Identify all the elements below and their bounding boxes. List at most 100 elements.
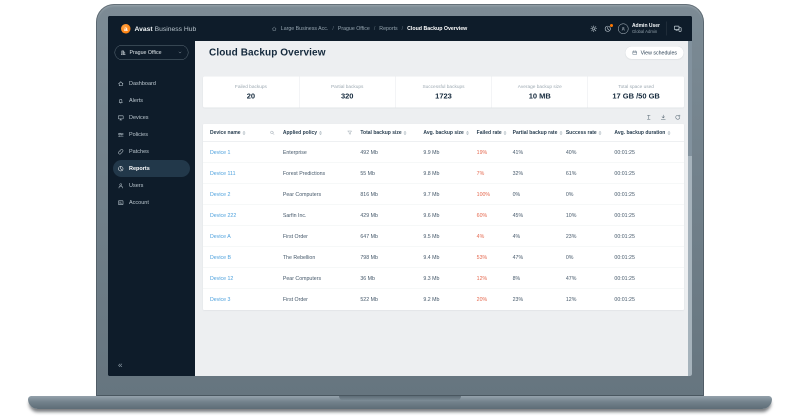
sort-icon — [559, 130, 563, 135]
column-header-applied-policy[interactable]: Applied policy — [283, 130, 361, 136]
breadcrumb-item[interactable]: Prague Office — [337, 25, 370, 32]
notifications-button[interactable] — [604, 23, 613, 33]
laptop-screen: a Avast Business Hub Large Business Acc. /… — [108, 16, 692, 376]
laptop-screen-bezel: a Avast Business Hub Large Business Acc. /… — [96, 4, 704, 396]
cell-success: 0% — [565, 191, 574, 198]
sidebar-item-users[interactable]: Users — [113, 177, 190, 194]
stat-successful-backups: Successful backups 1723 — [396, 76, 492, 108]
cell-failed: 100% — [476, 191, 491, 198]
cell-duration: 00:01:25 — [614, 254, 635, 261]
sidebar-item-label: Alerts — [129, 97, 144, 104]
column-header-success-rate[interactable]: Success rate — [566, 130, 615, 136]
sliders-icon — [118, 131, 125, 138]
avast-logo-letter: a — [123, 24, 128, 33]
sidebar-item-account[interactable]: Account — [113, 194, 190, 211]
cell-device[interactable]: Device 3 — [210, 296, 231, 303]
stat-label: Partial backups — [330, 83, 364, 90]
column-label: Avg. backup duration — [614, 130, 666, 136]
org-selector[interactable]: Prague Office — [114, 45, 189, 60]
column-header-avg-backup-size[interactable]: Avg. backup size — [423, 130, 476, 136]
column-label: Device name — [210, 130, 241, 136]
top-bar: a Avast Business Hub Large Business Acc. /… — [108, 16, 692, 41]
column-settings-button[interactable] — [646, 114, 653, 121]
cell-success: 10% — [565, 212, 577, 219]
breadcrumb-separator: / — [373, 25, 376, 32]
sidebar-item-policies[interactable]: Policies — [113, 126, 190, 143]
cell-partial: 45% — [512, 212, 524, 219]
vertical-scrollbar[interactable] — [688, 41, 692, 376]
org-selector-label: Prague Office — [129, 49, 162, 56]
cell-success: 61% — [565, 170, 577, 177]
download-button[interactable] — [660, 114, 667, 121]
column-label: Partial backup rate — [512, 130, 558, 136]
scrollbar-thumb[interactable] — [688, 41, 692, 156]
cell-avg: 9.9 Mb — [423, 149, 440, 156]
stat-partial-backups: Partial backups 320 — [299, 76, 396, 108]
sidebar-item-devices[interactable]: Devices — [113, 109, 190, 126]
table-row: Device 222 Sarfin Inc. 429 Mb 9.6 Mb 60% 45% 1… — [203, 205, 684, 226]
view-schedules-label: View schedules — [640, 49, 677, 56]
console-switcher-button[interactable] — [674, 24, 683, 33]
sidebar-collapse-button[interactable]: « — [118, 361, 123, 370]
cell-device[interactable]: Device 12 — [210, 275, 234, 282]
cell-device[interactable]: Device 222 — [210, 212, 237, 219]
view-schedules-button[interactable]: View schedules — [625, 46, 684, 60]
cell-avg: 9.4 Mb — [423, 254, 440, 261]
stat-average-backup-size: Average backup size 10 MB — [492, 76, 589, 108]
cell-success: 40% — [565, 149, 577, 156]
stat-failed-backups: Failed backups 20 — [203, 76, 300, 108]
cell-duration: 00:01:25 — [614, 275, 635, 282]
cell-device[interactable]: Device 2 — [210, 191, 231, 198]
laptop-base — [28, 396, 772, 409]
cell-duration: 00:01:25 — [614, 212, 635, 219]
column-header-failed-rate[interactable]: Failed rate — [477, 130, 513, 136]
topbar-divider — [666, 21, 667, 36]
table-row: Device 111 Forest Predictions 55 Mb 9.8 Mb 7… — [203, 163, 684, 184]
stat-label: Failed backups — [234, 83, 267, 90]
cell-duration: 00:01:25 — [614, 191, 635, 198]
table-toolbar — [203, 114, 681, 121]
cell-device[interactable]: Device A — [210, 233, 231, 240]
user-menu[interactable]: Admin User Global Admin — [617, 23, 660, 34]
download-icon — [660, 114, 667, 121]
cell-device[interactable]: Device B — [210, 254, 232, 261]
breadcrumb-item[interactable]: Large Business Acc. — [280, 25, 329, 32]
cell-device[interactable]: Device 111 — [210, 170, 236, 177]
table-row: Device B The Rebellion 798 Mb 9.4 Mb 53% 47% 0… — [203, 247, 684, 268]
sidebar-item-label: Users — [129, 182, 144, 189]
user-meta: Admin User Global Admin — [632, 23, 660, 34]
user-role: Global Admin — [631, 28, 658, 34]
brand[interactable]: a Avast Business Hub — [121, 23, 196, 34]
stat-total-space-used: Total space used 17 GB /50 GB — [588, 77, 684, 108]
breadcrumb-item[interactable]: Reports — [379, 25, 398, 32]
sort-icon — [598, 130, 602, 135]
cell-total: 36 Mb — [360, 275, 375, 282]
column-header-device-name[interactable]: Device name — [210, 130, 283, 136]
cell-policy: Sarfin Inc. — [282, 212, 307, 219]
stat-label: Successful backups — [422, 83, 465, 90]
stat-value: 1723 — [435, 91, 452, 101]
filter-icon[interactable] — [347, 130, 353, 136]
settings-button[interactable] — [590, 25, 598, 33]
sidebar-item-label: Dashboard — [129, 80, 156, 87]
stat-value: 17 GB /50 GB — [612, 91, 660, 101]
refresh-button[interactable] — [675, 114, 682, 121]
cell-avg: 9.8 Mb — [423, 170, 440, 177]
column-label: Avg. backup size — [423, 130, 464, 136]
notifications-icon — [604, 25, 612, 33]
sidebar-item-reports[interactable]: Reports — [113, 160, 190, 177]
sidebar-item-alerts[interactable]: Alerts — [113, 92, 190, 109]
sidebar-item-dashboard[interactable]: Dashboard — [113, 75, 190, 92]
sidebar-item-patches[interactable]: Patches — [113, 143, 190, 160]
column-header-avg-backup-duration[interactable]: Avg. backup duration — [614, 130, 677, 136]
sidebar: Prague Office Dashboard Alerts Devices Poli… — [108, 41, 195, 376]
column-header-partial-backup-rate[interactable]: Partial backup rate — [513, 130, 566, 136]
search-icon[interactable] — [269, 130, 275, 136]
column-header-total-backup-size[interactable]: Total backup size — [360, 130, 423, 136]
column-label: Total backup size — [360, 130, 402, 136]
cell-device[interactable]: Device 1 — [210, 149, 231, 156]
cell-success: 12% — [565, 296, 577, 303]
home-icon[interactable] — [271, 26, 277, 32]
cell-avg: 9.5 Mb — [423, 233, 440, 240]
